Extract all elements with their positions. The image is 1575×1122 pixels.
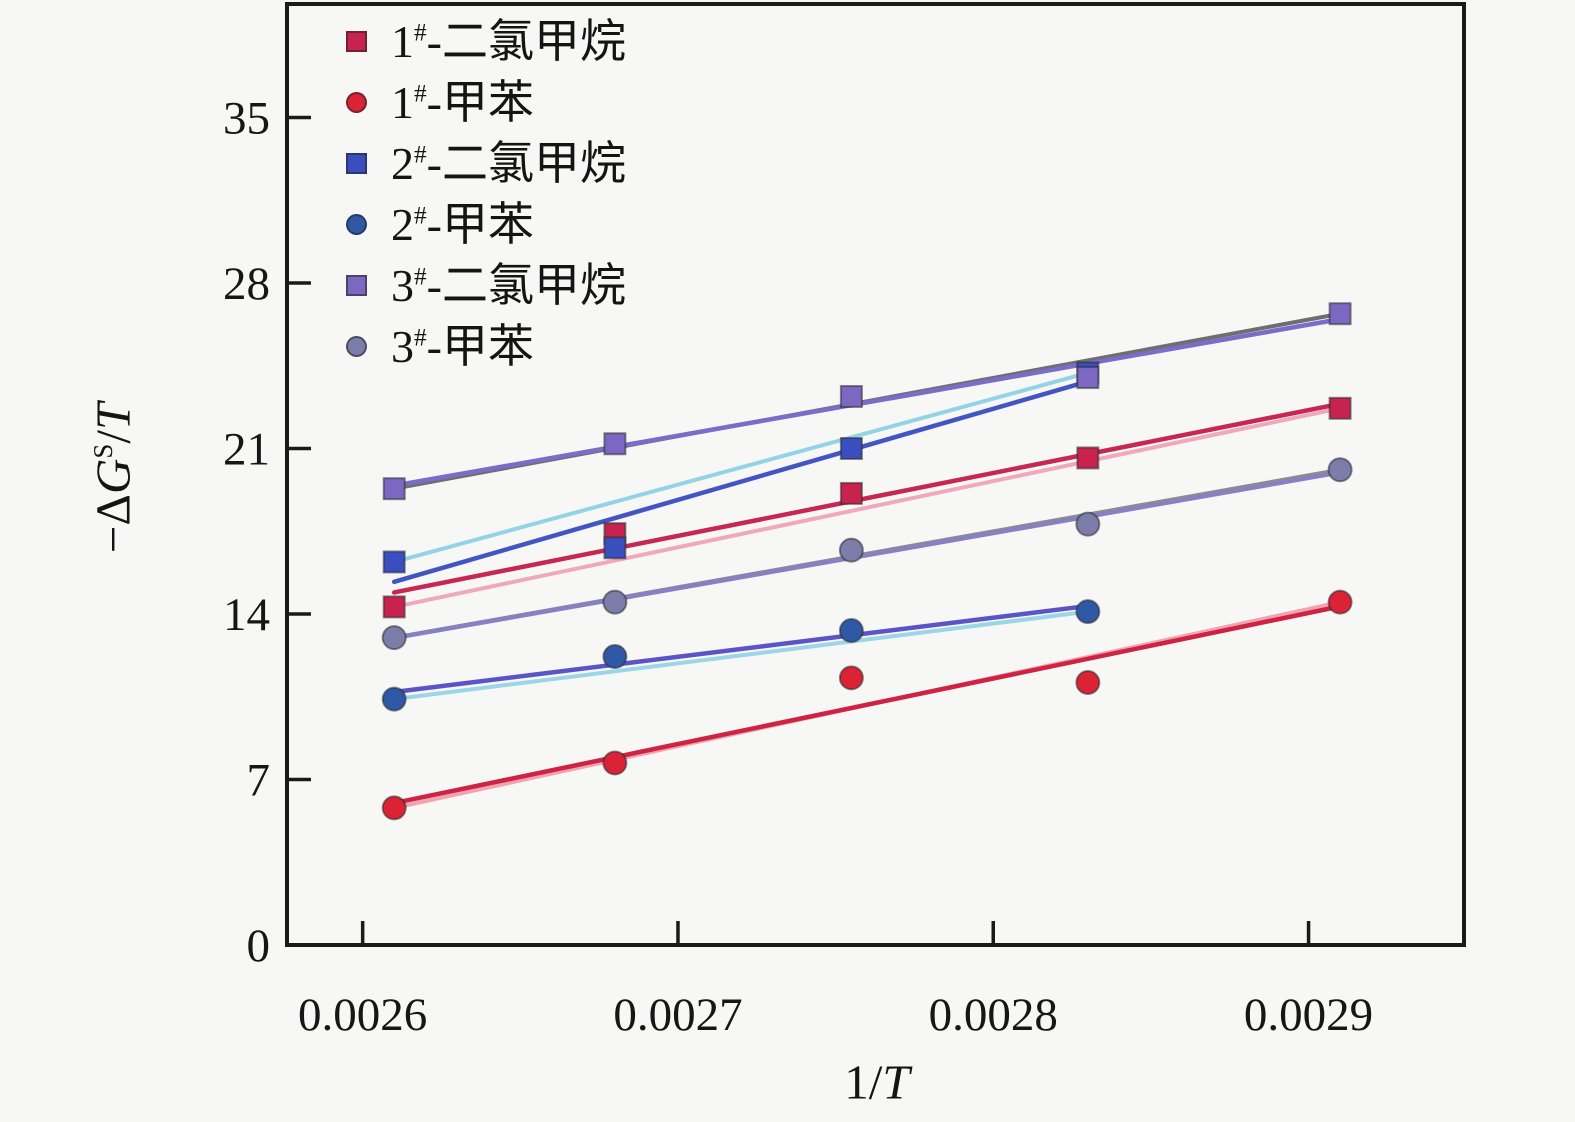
series-0-fit-line xyxy=(391,401,1343,595)
fit-lines xyxy=(391,311,1343,810)
series-0-point xyxy=(1328,396,1352,420)
series-3-point xyxy=(381,686,407,712)
legend-item-4: 3#-二氯甲烷 xyxy=(346,255,626,316)
series-4-point xyxy=(839,384,863,408)
series-4-fit-line xyxy=(391,316,1343,488)
hash-superscript: # xyxy=(414,140,427,169)
series-4-point xyxy=(382,477,406,501)
series-1-point xyxy=(1327,589,1353,615)
series-5-point xyxy=(381,625,407,651)
series-5-fit-line xyxy=(391,470,1343,641)
series-0-secondary-line xyxy=(392,406,1343,609)
series-1-fit-line xyxy=(391,604,1343,806)
x-axis-label-T: T xyxy=(882,1054,910,1110)
x-axis-label: 1/T xyxy=(844,1058,909,1107)
series-3-point xyxy=(1075,599,1101,625)
square-swatch-icon xyxy=(346,275,367,296)
series-5-point xyxy=(838,537,864,563)
hash-superscript: # xyxy=(414,201,427,230)
y-axis-label: −ΔGS/T xyxy=(85,402,141,554)
series-3-secondary-line xyxy=(392,609,1090,702)
x-tick-label: 0.0028 xyxy=(929,989,1058,1041)
series-0-point xyxy=(382,595,406,619)
series-1-point xyxy=(838,665,864,691)
series-0-point xyxy=(1076,446,1100,470)
hash-superscript: # xyxy=(414,262,427,291)
series-2-secondary-line xyxy=(392,370,1090,564)
y-tick-label: 21 xyxy=(223,423,270,475)
y-tick-label: 35 xyxy=(223,92,270,144)
y-axis-label-superscript: S xyxy=(88,443,119,459)
x-tick-labels: 0.0026 0.0027 0.0028 0.0029 xyxy=(298,989,1373,1041)
square-swatch-icon xyxy=(346,31,367,52)
legend-label: 3#-二氯甲烷 xyxy=(391,259,626,311)
x-tick-label: 0.0027 xyxy=(613,989,742,1041)
y-tick-label: 7 xyxy=(247,754,271,806)
series-0-point xyxy=(839,481,863,505)
hash-superscript: # xyxy=(414,79,427,108)
legend-item-1: 1#-甲苯 xyxy=(346,72,626,133)
series-2-fit-line xyxy=(391,379,1091,585)
legend-label: 2#-甲苯 xyxy=(391,198,534,250)
legend-item-3: 2#-甲苯 xyxy=(346,194,626,255)
series-5-point xyxy=(1327,457,1353,483)
circle-swatch-icon xyxy=(346,214,367,235)
series-4-point xyxy=(1328,302,1352,326)
series-2-point xyxy=(382,550,406,574)
legend-label: 1#-甲苯 xyxy=(391,76,534,128)
series-2-point xyxy=(603,536,627,560)
y-tick-label: 28 xyxy=(223,258,270,310)
y-tick-label: 0 xyxy=(247,920,271,972)
y-axis-label-prefix: −Δ xyxy=(85,494,141,554)
x-tick-label: 0.0029 xyxy=(1244,989,1373,1041)
hash-superscript: # xyxy=(414,18,427,47)
series-4-point xyxy=(1076,366,1100,390)
series-2-point xyxy=(839,436,863,460)
legend-label: 1#-二氯甲烷 xyxy=(391,15,626,67)
y-axis-label-G: G xyxy=(85,458,141,495)
series-1-point xyxy=(381,795,407,821)
square-swatch-icon xyxy=(346,153,367,174)
y-axis-label-slash: / xyxy=(85,430,141,444)
legend-item-5: 3#-甲苯 xyxy=(346,316,626,377)
plot-border xyxy=(285,2,1466,947)
series-3-point xyxy=(838,618,864,644)
legend-item-2: 2#-二氯甲烷 xyxy=(346,133,626,194)
series-1-point xyxy=(602,750,628,776)
series-5-point xyxy=(602,589,628,615)
legend: 1#-二氯甲烷 1#-甲苯 2#-二氯甲烷 2#-甲苯 3#-二氯甲烷 3#-甲苯 xyxy=(346,11,626,377)
series-4-point xyxy=(603,432,627,456)
series-3-fit-line xyxy=(391,603,1091,695)
series-5-point xyxy=(1075,511,1101,537)
series-3-point xyxy=(602,644,628,670)
legend-item-0: 1#-二氯甲烷 xyxy=(346,11,626,72)
hash-superscript: # xyxy=(414,323,427,352)
series-1-point xyxy=(1075,670,1101,696)
circle-swatch-icon xyxy=(346,92,367,113)
y-tick-labels: 0 7 14 21 28 35 xyxy=(223,92,270,972)
legend-label: 2#-二氯甲烷 xyxy=(391,137,626,189)
legend-label: 3#-甲苯 xyxy=(391,320,534,372)
x-tick-label: 0.0026 xyxy=(298,989,427,1041)
data-markers xyxy=(381,302,1353,821)
y-axis-label-T: T xyxy=(85,402,141,431)
x-axis-label-prefix: 1/ xyxy=(844,1054,883,1110)
circle-swatch-icon xyxy=(346,336,367,357)
y-tick-label: 14 xyxy=(223,589,270,641)
